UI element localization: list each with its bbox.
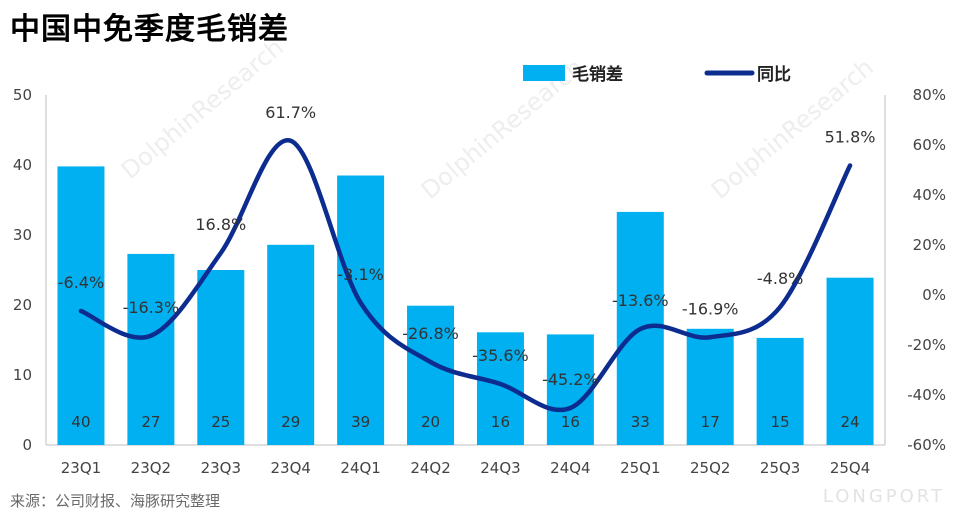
bar-value-label: 29 (281, 413, 300, 431)
watermark-text: DolphinResearch (116, 33, 289, 184)
bar (267, 244, 315, 445)
line-labels-layer: -6.4% -16.3% 16.8% 61.7% -3.1% -26.8% -35.6% -4… (58, 103, 876, 389)
yoy-value-label: 61.7% (265, 103, 316, 122)
yoy-value-label: -16.9% (682, 299, 739, 318)
legend-swatch-bar (523, 65, 565, 81)
x-tick-label: 23Q4 (270, 459, 310, 477)
yoy-value-label: 51.8% (825, 128, 876, 147)
yoy-value-label: -3.1% (337, 265, 383, 284)
bar-value-label: 27 (141, 413, 160, 431)
bar (756, 337, 804, 445)
line-layer (78, 138, 853, 413)
bar-value-label: 17 (701, 413, 720, 431)
x-tick-label: 24Q2 (410, 459, 450, 477)
y-right-tick-label: -60% (907, 436, 946, 454)
bar-value-label: 39 (351, 413, 370, 431)
y-left-tick-label: 30 (13, 226, 32, 244)
bar-value-label: 16 (561, 413, 580, 431)
yoy-value-label: -45.2% (542, 370, 599, 389)
y-right-tick-label: 60% (913, 136, 946, 154)
x-tick-label: 23Q1 (61, 459, 101, 477)
x-tick-label: 25Q2 (690, 459, 730, 477)
x-tick-label: 25Q3 (760, 459, 800, 477)
bar-value-label: 33 (631, 413, 650, 431)
legend-label-bar: 毛销差 (572, 64, 623, 85)
bar (127, 253, 175, 445)
y-left-tick-label: 20 (13, 296, 32, 314)
x-tick-label: 24Q4 (550, 459, 590, 477)
source-note: 来源：公司财报、海豚研究整理 (10, 492, 221, 510)
y-right-tick-label: 0% (922, 286, 946, 304)
yoy-value-label: -16.3% (123, 298, 180, 317)
bar-value-label: 25 (211, 413, 230, 431)
y-left-tick-label: 0 (22, 436, 32, 454)
yoy-value-label: -4.8% (757, 269, 803, 288)
x-tick-label: 24Q3 (480, 459, 520, 477)
yoy-value-label: -35.6% (472, 346, 529, 365)
watermark-logo: LONGPORT (822, 486, 945, 507)
yoy-value-label: -13.6% (612, 291, 669, 310)
axes-layer: 0 10 20 30 40 50 -60% -40% -20% 0% 20% 40% 60% 80% 23Q… (13, 86, 946, 477)
bar-value-label: 24 (840, 413, 859, 431)
bar (337, 175, 385, 445)
y-right-tick-label: -20% (907, 336, 946, 354)
bar (686, 328, 734, 445)
bar (197, 270, 245, 445)
bar (407, 305, 455, 445)
yoy-value-label: -6.4% (58, 273, 104, 292)
bars-layer (57, 166, 874, 445)
legend: 毛销差 同比 (523, 64, 791, 85)
chart-title: 中国中免季度毛销差 (10, 12, 289, 47)
y-right-tick-label: 80% (913, 86, 946, 104)
x-tick-label: 25Q4 (830, 459, 870, 477)
bar (476, 332, 524, 445)
y-left-tick-label: 40 (13, 156, 32, 174)
bar-value-label: 40 (71, 413, 90, 431)
yoy-value-label: 16.8% (195, 215, 246, 234)
bar-value-label: 16 (491, 413, 510, 431)
yoy-value-label: -26.8% (402, 324, 459, 343)
bar (546, 334, 594, 445)
x-tick-label: 23Q3 (201, 459, 241, 477)
watermark-layer: DolphinResearch DolphinResearch DolphinRes… (116, 33, 879, 204)
bar (57, 166, 105, 445)
bar-value-label: 20 (421, 413, 440, 431)
y-right-tick-label: 20% (913, 236, 946, 254)
bar (826, 277, 874, 445)
y-right-tick-label: 40% (913, 186, 946, 204)
x-tick-label: 23Q2 (131, 459, 171, 477)
legend-label-line: 同比 (757, 64, 791, 85)
y-left-tick-label: 10 (13, 366, 32, 384)
yoy-line (78, 138, 853, 413)
x-tick-label: 24Q1 (340, 459, 380, 477)
x-tick-label: 25Q1 (620, 459, 660, 477)
y-left-tick-label: 50 (13, 86, 32, 104)
bar-value-label: 15 (771, 413, 790, 431)
bar-labels-layer: 40 27 25 29 39 20 16 16 33 17 15 24 (71, 413, 859, 431)
y-right-tick-label: -40% (907, 386, 946, 404)
